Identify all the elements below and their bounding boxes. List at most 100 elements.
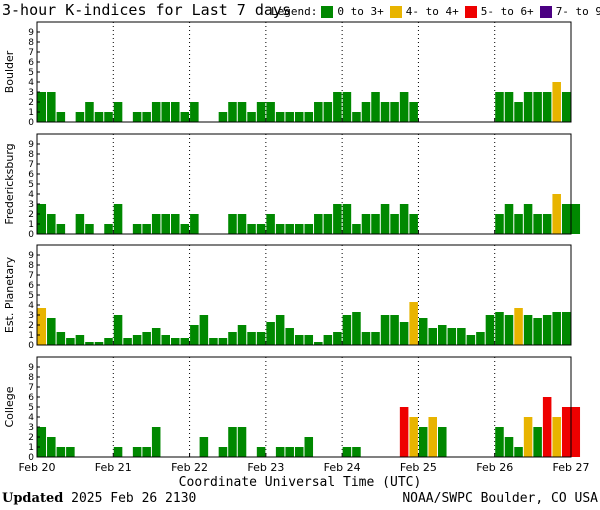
y-tick-label: 9	[28, 363, 34, 373]
k-index-bar	[514, 214, 523, 234]
k-index-bar	[56, 224, 66, 234]
legend-swatch-yellow	[389, 5, 402, 18]
k-index-bar	[237, 214, 247, 234]
k-index-bar	[504, 437, 514, 457]
k-index-bar	[85, 342, 94, 345]
y-tick-label: 6	[28, 393, 34, 403]
y-tick-label: 6	[28, 58, 34, 68]
y-tick-label: 1	[28, 108, 34, 118]
k-index-bar	[228, 214, 237, 234]
k-index-bar	[37, 92, 47, 122]
y-tick-label: 3	[28, 423, 34, 433]
k-index-bar	[371, 332, 380, 345]
k-index-bar	[428, 328, 437, 345]
k-index-bar	[438, 427, 447, 457]
k-index-bar	[37, 308, 47, 345]
credit-text: NOAA/SWPC Boulder, CO USA	[402, 491, 598, 506]
k-index-bar	[523, 92, 533, 122]
legend-swatch-green	[321, 5, 334, 18]
k-index-bar	[323, 214, 333, 234]
k-index-bar	[47, 214, 56, 234]
y-tick-label: 5	[28, 403, 34, 413]
k-index-bar	[428, 417, 437, 457]
k-index-bar	[314, 342, 323, 345]
legend-swatch-red	[464, 5, 477, 18]
k-index-bar	[132, 224, 142, 234]
k-index-bar	[266, 214, 275, 234]
k-index-bar	[142, 332, 151, 345]
k-index-bar	[390, 315, 399, 345]
k-index-bar	[256, 102, 266, 122]
k-index-bar	[514, 308, 523, 345]
k-index-bar	[256, 447, 266, 457]
y-tick-label: 1	[28, 443, 34, 453]
k-index-bar	[171, 102, 180, 122]
k-index-bar	[151, 328, 161, 345]
y-tick-label: 7	[28, 271, 34, 281]
k-index-bar	[571, 407, 581, 457]
k-index-bar	[542, 214, 552, 234]
k-index-bar	[266, 102, 275, 122]
k-index-bar	[199, 315, 209, 345]
k-index-bar	[75, 214, 85, 234]
k-index-bar	[476, 332, 485, 345]
k-index-bar	[371, 214, 380, 234]
k-index-bar	[113, 447, 123, 457]
k-index-bar	[342, 204, 352, 234]
k-index-bar	[294, 224, 304, 234]
y-tick-label: 4	[28, 413, 34, 423]
k-index-bar	[561, 312, 571, 345]
y-tick-label: 3	[28, 88, 34, 98]
k-index-bar	[504, 92, 514, 122]
y-tick-label: 7	[28, 48, 34, 58]
x-tick-label: Feb 21	[95, 461, 132, 474]
y-tick-label: 2	[28, 98, 34, 108]
k-index-bar	[352, 312, 361, 345]
updated-value: 2025 Feb 26 2130	[71, 491, 197, 506]
y-tick-label: 9	[28, 251, 34, 261]
k-index-bar	[533, 318, 542, 345]
k-index-bar	[390, 102, 399, 122]
k-index-bar	[209, 338, 218, 345]
k-index-bar	[447, 328, 457, 345]
k-index-bar	[523, 417, 533, 457]
k-index-bar	[256, 224, 266, 234]
k-index-bar	[237, 427, 247, 457]
legend: Legend: 0 to 3+ 4- to 4+ 5- to 6+ 7- to …	[271, 5, 600, 18]
k-index-bar	[352, 112, 361, 122]
k-index-bar	[304, 112, 314, 122]
y-tick-label: 7	[28, 160, 34, 170]
legend-label: Legend:	[271, 5, 318, 18]
k-index-bar	[314, 102, 323, 122]
y-tick-label: 5	[28, 291, 34, 301]
k-index-bar	[342, 315, 352, 345]
k-index-bar	[418, 427, 428, 457]
k-index-bar	[180, 112, 190, 122]
k-index-bar	[514, 102, 523, 122]
k-index-bar	[552, 312, 561, 345]
x-tick-label: Feb 22	[171, 461, 208, 474]
k-index-bar	[352, 224, 361, 234]
y-tick-label: 1	[28, 331, 34, 341]
panel-y-label: College	[3, 386, 16, 427]
k-index-bar	[304, 335, 314, 345]
y-tick-label: 5	[28, 180, 34, 190]
k-index-bar	[190, 214, 199, 234]
y-tick-label: 4	[28, 301, 34, 311]
k-index-bar	[47, 318, 56, 345]
k-index-bar	[285, 112, 294, 122]
k-index-bar	[294, 112, 304, 122]
y-tick-label: 2	[28, 321, 34, 331]
k-index-bar	[371, 92, 380, 122]
k-index-bar	[542, 397, 552, 457]
x-tick-label: Feb 24	[324, 461, 361, 474]
y-tick-label: 8	[28, 150, 34, 160]
k-index-bar	[161, 214, 170, 234]
panel-y-label: Fredericksburg	[3, 143, 16, 224]
k-index-bar	[132, 447, 142, 457]
chart-title: 3-hour K-indices for Last 7 days	[2, 1, 291, 19]
k-index-bar	[399, 407, 409, 457]
k-index-bar	[533, 214, 542, 234]
y-tick-label: 8	[28, 261, 34, 271]
k-index-bar	[352, 447, 361, 457]
